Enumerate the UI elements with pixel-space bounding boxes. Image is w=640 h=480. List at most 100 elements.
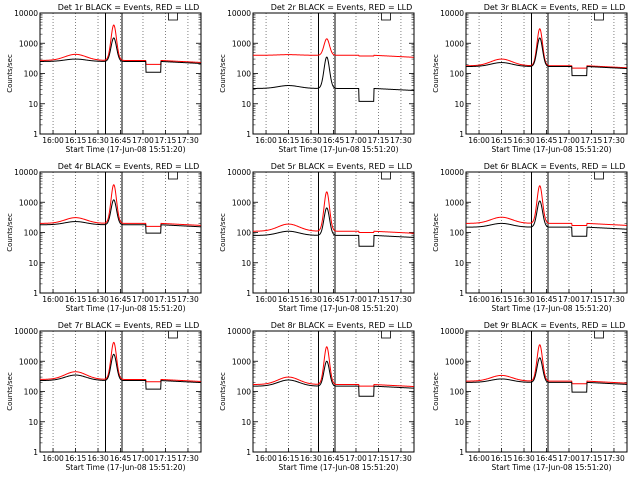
y-axis-label: Counts/sec — [6, 372, 14, 411]
y-tick-label: 100 — [237, 70, 252, 79]
x-tick-label: 16:30 — [300, 136, 322, 145]
y-tick-label: 10000 — [440, 327, 464, 336]
y-tick-label: 1000 — [445, 357, 464, 366]
x-tick-label: 17:00 — [345, 454, 367, 463]
series-events-line — [466, 200, 627, 237]
y-tick-label: 10 — [28, 100, 38, 109]
x-tick-label: 17:00 — [558, 454, 580, 463]
y-tick-label: 1 — [33, 448, 38, 457]
x-tick-label: 16:00 — [255, 136, 277, 145]
y-axis-label: Counts/sec — [219, 372, 227, 411]
y-axis-label: Counts/sec — [6, 54, 14, 93]
y-tick-label: 1000 — [232, 39, 251, 48]
attenuator-marker — [594, 330, 604, 339]
series-events-line — [253, 207, 414, 247]
attenuator-marker — [594, 171, 604, 180]
series-lld-line — [253, 346, 414, 388]
x-tick-label: 17:00 — [558, 295, 580, 304]
y-tick-label: 10000 — [440, 168, 464, 177]
y-tick-label: 100 — [24, 229, 39, 238]
series-lld-line — [40, 184, 201, 227]
x-tick-label: 16:45 — [323, 136, 345, 145]
x-axis-label: Start Time (17-Jun-08 15:51:20) — [279, 304, 399, 313]
y-axis-label: Counts/sec — [219, 54, 227, 93]
y-tick-label: 1 — [246, 289, 251, 298]
attenuator-marker — [168, 330, 178, 339]
x-tick-label: 16:45 — [323, 295, 345, 304]
x-tick-label: 17:30 — [177, 295, 199, 304]
x-tick-label: 16:00 — [468, 295, 490, 304]
y-tick-label: 100 — [237, 229, 252, 238]
y-axis-label: Counts/sec — [432, 54, 440, 93]
series-events-line — [253, 360, 414, 397]
x-tick-label: 16:15 — [491, 454, 513, 463]
y-tick-label: 10 — [454, 259, 464, 268]
y-tick-label: 10 — [241, 259, 251, 268]
x-tick-label: 16:15 — [491, 136, 513, 145]
x-tick-label: 16:15 — [278, 295, 300, 304]
x-tick-label: 16:45 — [110, 136, 132, 145]
y-tick-label: 1 — [246, 448, 251, 457]
x-axis-label: Start Time (17-Jun-08 15:51:20) — [492, 463, 612, 472]
attenuator-marker — [381, 330, 391, 339]
y-tick-label: 10000 — [440, 9, 464, 18]
y-tick-label: 100 — [237, 388, 252, 397]
x-tick-label: 16:00 — [42, 136, 64, 145]
y-tick-label: 1 — [459, 130, 464, 139]
x-tick-label: 16:15 — [278, 136, 300, 145]
x-axis-label: Start Time (17-Jun-08 15:51:20) — [66, 304, 186, 313]
y-tick-label: 100 — [24, 70, 39, 79]
x-tick-label: 16:15 — [491, 295, 513, 304]
x-tick-label: 16:15 — [65, 454, 87, 463]
series-lld-line — [466, 28, 627, 69]
x-tick-label: 16:30 — [513, 454, 535, 463]
x-tick-label: 16:00 — [42, 295, 64, 304]
x-tick-label: 16:45 — [110, 295, 132, 304]
x-tick-label: 17:15 — [155, 295, 177, 304]
x-axis-label: Start Time (17-Jun-08 15:51:20) — [279, 145, 399, 154]
panel-title: Det 3r BLACK = Events, RED = LLD — [484, 3, 626, 12]
x-tick-label: 17:00 — [132, 295, 154, 304]
series-events-line — [253, 56, 414, 102]
x-tick-label: 16:15 — [278, 454, 300, 463]
y-tick-label: 10 — [28, 418, 38, 427]
x-tick-label: 17:30 — [603, 136, 625, 145]
x-tick-label: 16:00 — [255, 295, 277, 304]
x-tick-label: 17:15 — [155, 454, 177, 463]
x-axis-label: Start Time (17-Jun-08 15:51:20) — [279, 463, 399, 472]
x-axis-label: Start Time (17-Jun-08 15:51:20) — [66, 145, 186, 154]
x-axis-label: Start Time (17-Jun-08 15:51:20) — [66, 463, 186, 472]
y-tick-label: 1000 — [445, 198, 464, 207]
x-tick-label: 16:30 — [300, 454, 322, 463]
x-tick-label: 17:15 — [581, 136, 603, 145]
x-tick-label: 17:15 — [368, 295, 390, 304]
y-tick-label: 10000 — [227, 168, 251, 177]
x-tick-label: 16:30 — [87, 454, 109, 463]
series-events-line — [40, 37, 201, 73]
y-tick-label: 10 — [28, 259, 38, 268]
x-tick-label: 17:15 — [368, 454, 390, 463]
y-tick-label: 10000 — [14, 327, 38, 336]
y-tick-label: 100 — [450, 70, 465, 79]
x-tick-label: 16:45 — [323, 454, 345, 463]
y-tick-label: 10 — [241, 100, 251, 109]
x-tick-label: 17:30 — [390, 136, 412, 145]
x-tick-label: 16:30 — [300, 295, 322, 304]
y-axis-label: Counts/sec — [219, 213, 227, 252]
y-axis-label: Counts/sec — [6, 213, 14, 252]
attenuator-marker — [381, 12, 391, 21]
panel-title: Det 5r BLACK = Events, RED = LLD — [271, 162, 413, 171]
series-lld-line — [253, 38, 414, 58]
x-tick-label: 17:30 — [603, 295, 625, 304]
attenuator-marker — [594, 12, 604, 21]
x-tick-label: 17:30 — [603, 454, 625, 463]
series-events-line — [466, 37, 627, 77]
series-lld-line — [253, 191, 414, 234]
y-tick-label: 10 — [241, 418, 251, 427]
